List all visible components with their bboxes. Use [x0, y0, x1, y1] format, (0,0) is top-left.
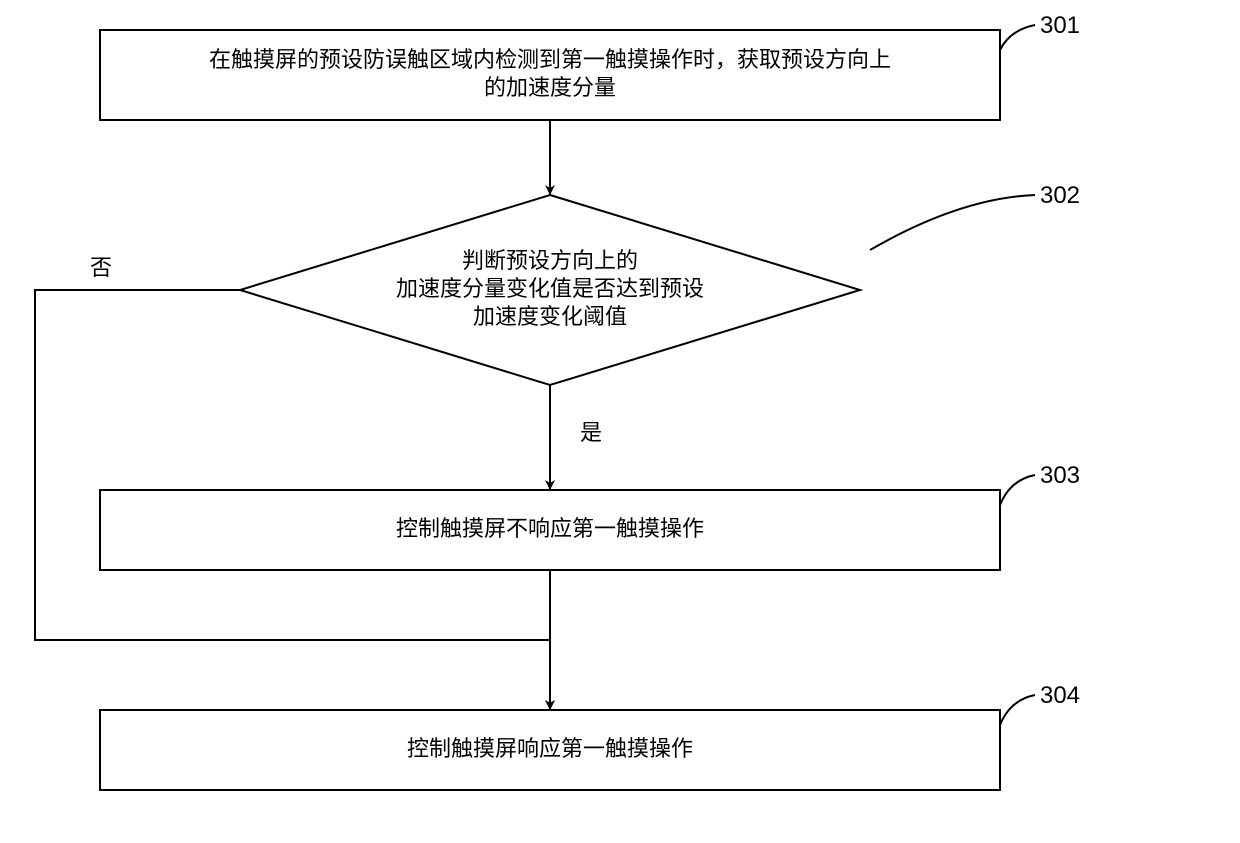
node-text-step302-line0: 判断预设方向上的 — [462, 248, 638, 273]
step-label-303: 303 — [1040, 462, 1080, 489]
callout-302 — [870, 195, 1035, 250]
node-text-step302-line1: 加速度分量变化值是否达到预设 — [396, 276, 704, 301]
node-text-step301-line1: 的加速度分量 — [484, 75, 616, 100]
step-label-304: 304 — [1040, 682, 1080, 709]
node-text-step303-line0: 控制触摸屏不响应第一触摸操作 — [396, 516, 704, 541]
edge-label-e2_yes: 是 — [580, 420, 602, 445]
edge-label-e2_no: 否 — [90, 255, 112, 280]
step-label-301: 301 — [1040, 12, 1080, 39]
node-text-step302-line2: 加速度变化阈值 — [473, 304, 627, 329]
callout-301 — [1000, 25, 1035, 50]
callout-304 — [1000, 695, 1035, 725]
callout-303 — [1000, 475, 1035, 505]
step-label-302: 302 — [1040, 182, 1080, 209]
node-text-step301-line0: 在触摸屏的预设防误触区域内检测到第一触摸操作时，获取预设方向上 — [209, 47, 891, 72]
flowchart-diagram: 是 否 在触摸屏的预设防误触区域内检测到第一触摸操作时，获取预设方向上的加速度分量… — [0, 0, 1240, 843]
node-text-step304-line0: 控制触摸屏响应第一触摸操作 — [407, 736, 693, 761]
